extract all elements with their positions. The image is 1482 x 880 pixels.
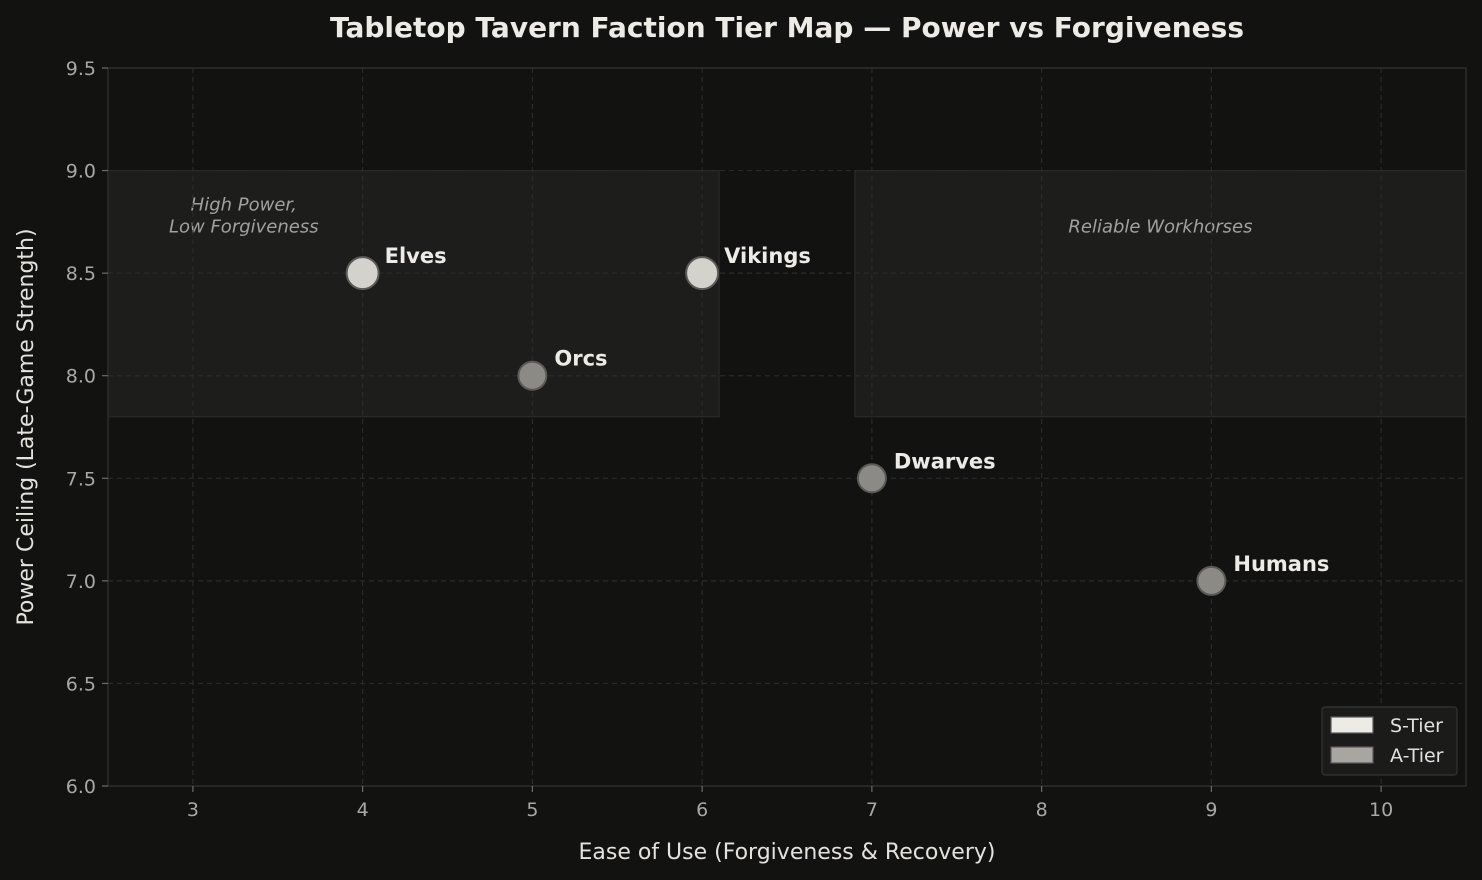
data-label: Orcs xyxy=(554,347,607,371)
legend-swatch xyxy=(1330,716,1374,734)
grid-lines xyxy=(108,67,1466,787)
y-tick-label: 7.5 xyxy=(66,468,96,490)
data-point xyxy=(1196,565,1227,596)
plot-frame xyxy=(107,67,1467,787)
y-tick-label: 9.5 xyxy=(66,58,96,80)
x-tick-label: 3 xyxy=(187,799,199,821)
data-label: Dwarves xyxy=(894,449,996,473)
data-label: Elves xyxy=(385,244,447,268)
data-label: Vikings xyxy=(724,244,811,268)
y-axis-label: Power Ceiling (Late-Game Strength) xyxy=(14,228,39,625)
y-tick-label: 7.0 xyxy=(66,571,96,593)
points-group xyxy=(345,256,1227,596)
region-box xyxy=(854,169,1467,418)
plot-area: High Power,Low Forgiveness Reliable Workh… xyxy=(107,67,1467,787)
data-point xyxy=(345,256,380,291)
y-tick-label: 6.0 xyxy=(66,776,96,798)
x-tick-label: 8 xyxy=(1036,799,1048,821)
legend-swatch xyxy=(1330,746,1374,764)
legend-label: S-Tier xyxy=(1390,715,1443,737)
data-point xyxy=(685,256,720,291)
y-tick-label: 8.5 xyxy=(66,263,96,285)
y-tick-label: 9.0 xyxy=(66,161,96,183)
region-label: Low Forgiveness xyxy=(169,217,319,238)
x-tick-label: 10 xyxy=(1369,799,1393,821)
axis-ticks: 3 4 5 6 7 8 9 10 6.0 6.5 7.0 7.5 8.0 8.5 9.0 9.5 xyxy=(66,58,1393,821)
data-point xyxy=(856,463,887,494)
y-tick-label: 6.5 xyxy=(66,673,96,695)
y-tick-label: 8.0 xyxy=(66,366,96,388)
point-labels-group: Elves Vikings Orcs Dwarves Humans xyxy=(385,244,1330,576)
region-label: High Power, xyxy=(191,195,297,216)
chart-title: Tabletop Tavern Faction Tier Map — Power… xyxy=(330,11,1244,44)
legend-label: A-Tier xyxy=(1390,745,1444,767)
data-label: Humans xyxy=(1233,552,1329,576)
legend: S-Tier A-Tier xyxy=(1321,706,1458,776)
x-tick-label: 9 xyxy=(1205,799,1217,821)
region-group: High Power,Low Forgiveness Reliable Workh… xyxy=(107,169,1467,418)
x-tick-label: 6 xyxy=(696,799,708,821)
x-axis-label: Ease of Use (Forgiveness & Recovery) xyxy=(578,840,995,865)
x-tick-label: 5 xyxy=(526,799,538,821)
x-tick-label: 4 xyxy=(357,799,369,821)
data-point xyxy=(517,360,548,391)
x-tick-label: 7 xyxy=(866,799,878,821)
region-label: Reliable Workhorses xyxy=(1068,217,1252,238)
